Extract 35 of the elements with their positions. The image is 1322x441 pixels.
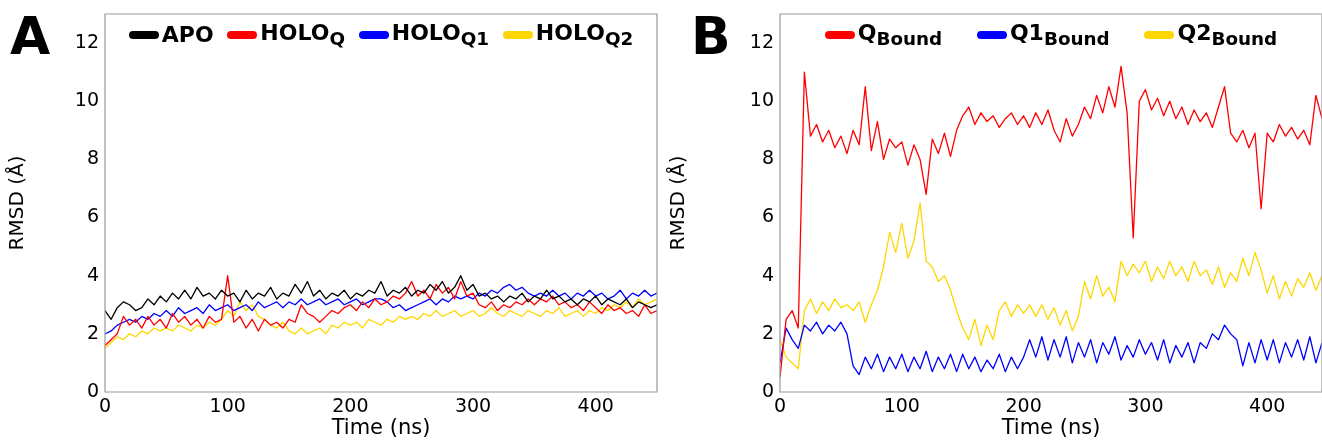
y-tick-label: 10 (74, 88, 99, 111)
y-tick-label: 8 (86, 146, 99, 169)
x-tick-label: 400 (1249, 394, 1286, 417)
x-tick-label: 300 (454, 394, 492, 417)
legend-label: HOLO$_{Q}$ (260, 20, 345, 50)
legend-label: HOLO$_{Q2}$ (535, 20, 634, 50)
y-tick-label: 12 (74, 30, 99, 53)
y-tick-label: 4 (86, 262, 99, 285)
y-tick-label: 0 (86, 378, 99, 401)
y-tick-label: 6 (86, 204, 99, 227)
x-tick-label: 400 (577, 394, 614, 417)
x-axis-title: Time (ns) (1000, 414, 1101, 439)
y-tick-label: 2 (86, 320, 99, 343)
y-tick-label: 4 (761, 262, 774, 285)
x-axis-title: Time (ns) (330, 414, 431, 439)
legend-label: Q1$_{Bound}$ (1009, 20, 1110, 50)
y-axis-title: RMSD (Å) (4, 155, 29, 251)
x-tick-label: 100 (883, 394, 920, 417)
y-tick-label: 12 (749, 30, 774, 53)
x-tick-label: 100 (209, 394, 246, 417)
y-tick-label: 10 (749, 88, 774, 111)
legend-label: HOLO$_{Q1}$ (391, 20, 490, 50)
chart-title: B (691, 6, 731, 66)
y-axis-title: RMSD (Å) (665, 155, 690, 251)
y-tick-label: 2 (761, 320, 774, 343)
x-tick-label: 300 (1127, 394, 1164, 417)
legend-label: Q$_{Bound}$ (857, 20, 943, 50)
y-tick-label: 6 (761, 204, 774, 227)
legend-label: APO (161, 22, 214, 48)
legend-label: Q2$_{Bound}$ (1177, 20, 1278, 50)
chart-title: A (10, 6, 51, 66)
x-tick-label: 200 (1005, 394, 1042, 417)
y-tick-label: 8 (761, 146, 774, 169)
y-tick-label: 0 (761, 378, 774, 401)
x-tick-label: 200 (332, 394, 369, 417)
